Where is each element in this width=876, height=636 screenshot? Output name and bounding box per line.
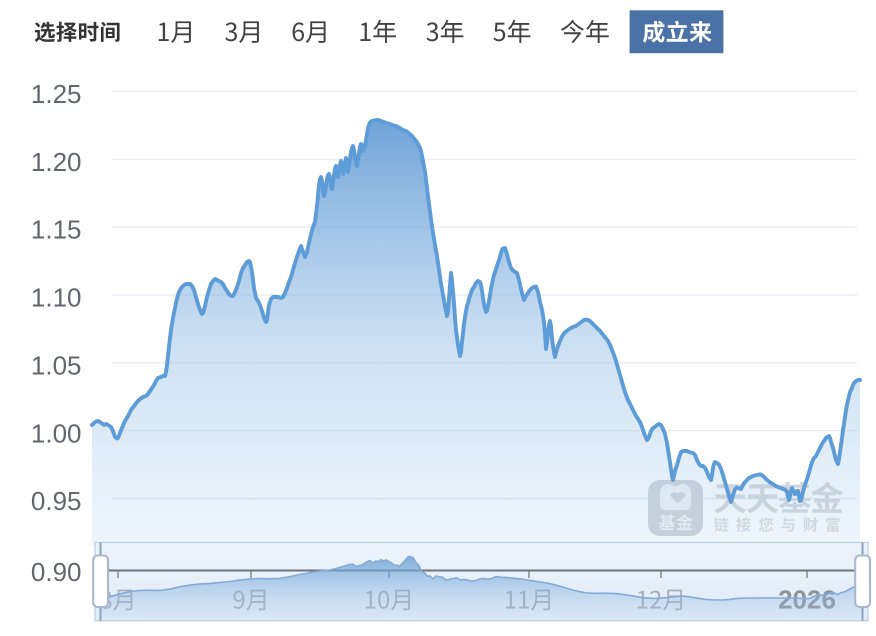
svg-text:1.05: 1.05 [31, 350, 82, 380]
svg-text:1.10: 1.10 [31, 283, 82, 313]
svg-text:0.90: 0.90 [31, 557, 82, 587]
svg-text:1.15: 1.15 [31, 215, 82, 245]
svg-text:0.95: 0.95 [31, 486, 82, 516]
svg-text:1.25: 1.25 [31, 79, 82, 109]
svg-text:1.00: 1.00 [31, 418, 82, 448]
svg-text:1.20: 1.20 [31, 147, 82, 177]
